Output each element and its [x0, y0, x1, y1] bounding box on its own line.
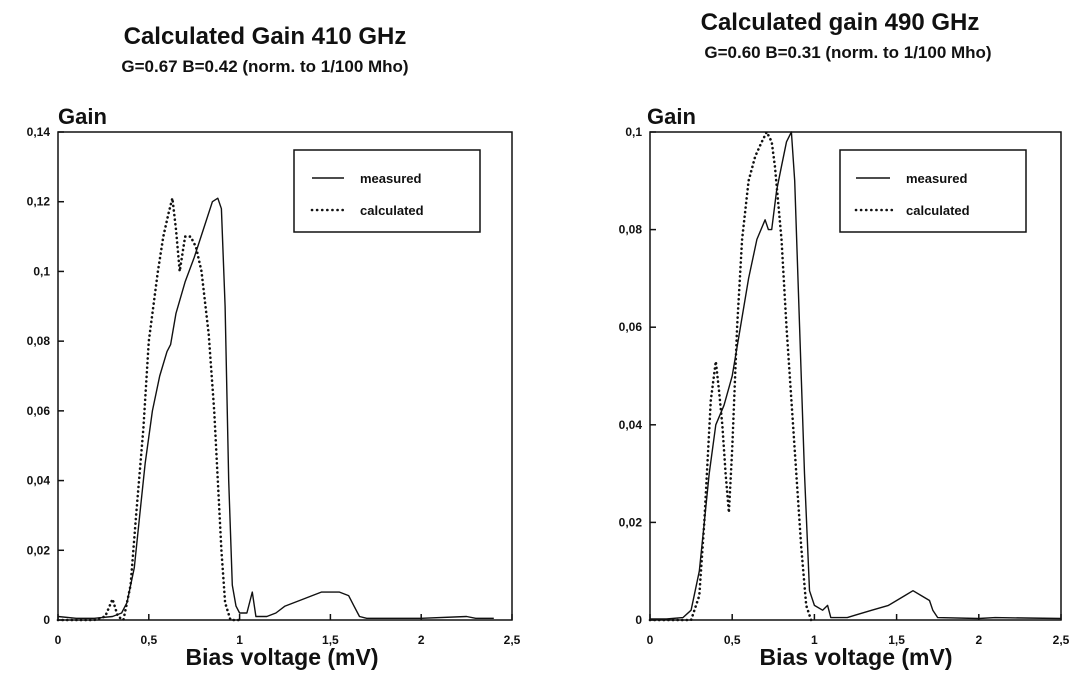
- x-tick-label: 0,5: [724, 633, 741, 647]
- legend: measured calculated: [293, 149, 481, 233]
- chart-subtitle: G=0.60 B=0.31 (norm. to 1/100 Mho): [704, 43, 991, 62]
- y-tick-label: 0: [43, 613, 50, 627]
- y-tick-label: 0,02: [619, 515, 643, 529]
- chart-subtitle: G=0.67 B=0.42 (norm. to 1/100 Mho): [121, 57, 408, 76]
- y-tick-label: 0,04: [619, 418, 643, 432]
- y-axis-label: Gain: [647, 104, 696, 129]
- legend-box: [293, 149, 481, 233]
- y-tick-label: 0,08: [27, 334, 51, 348]
- x-tick-label: 2,5: [504, 633, 521, 647]
- x-tick-label: 2: [418, 633, 425, 647]
- legend: measured calculated: [839, 149, 1027, 233]
- x-tick-label: 2,5: [1053, 633, 1070, 647]
- series-line-measured: [57, 197, 494, 619]
- series-layer: [56, 196, 494, 622]
- y-tick-label: 0,06: [619, 320, 643, 334]
- x-axis-label: Bias voltage (mV): [186, 644, 379, 670]
- x-tick-label: 1,5: [888, 633, 905, 647]
- chart-panel-490ghz: Calculated gain 490 GHz G=0.60 B=0.31 (n…: [619, 9, 1070, 670]
- y-tick-label: 0,08: [619, 223, 643, 237]
- plot-frame: [57, 131, 513, 621]
- x-tick-label: 2: [975, 633, 982, 647]
- x-axis-label: Bias voltage (mV): [760, 644, 953, 670]
- chart-panel-410ghz: Calculated Gain 410 GHz G=0.67 B=0.42 (n…: [27, 23, 521, 670]
- chart-title: Calculated Gain 410 GHz: [124, 23, 407, 50]
- legend-box: [839, 149, 1027, 233]
- y-axis-label: Gain: [58, 104, 107, 129]
- series-line-measured: [650, 131, 1062, 620]
- legend-label-measured: measured: [906, 171, 967, 186]
- y-tick-label: 0: [635, 613, 642, 627]
- series-line-calculated: [648, 130, 816, 622]
- plot-frame: [649, 131, 1062, 621]
- axis-ticks: 0 0,5 1 1,5 2 2,5 0 0,02 0,04 0,06 0,08 0,1: [619, 125, 1070, 647]
- x-tick-label: 1,5: [322, 633, 339, 647]
- legend-label-measured: measured: [360, 171, 421, 186]
- y-tick-label: 0,06: [27, 404, 51, 418]
- axis-ticks: 0 0,5 1 1,5 2 2,5 0 0,02 0,04 0,06 0,08 0,1 0,12 0,14: [27, 125, 521, 647]
- x-tick-label: 1: [236, 633, 243, 647]
- y-tick-label: 0,1: [625, 125, 642, 139]
- x-tick-label: 1: [811, 633, 818, 647]
- legend-label-calculated: calculated: [906, 203, 970, 218]
- x-tick-label: 0: [55, 633, 62, 647]
- x-tick-label: 0,5: [140, 633, 157, 647]
- y-tick-label: 0,12: [27, 195, 51, 209]
- y-tick-label: 0,02: [27, 543, 51, 557]
- y-tick-label: 0,14: [27, 125, 51, 139]
- y-tick-label: 0,04: [27, 474, 51, 488]
- x-tick-label: 0: [647, 633, 654, 647]
- chart-title: Calculated gain 490 GHz: [701, 9, 980, 36]
- series-line-calculated: [56, 196, 241, 622]
- series-layer: [648, 130, 1062, 622]
- legend-label-calculated: calculated: [360, 203, 424, 218]
- y-tick-label: 0,1: [33, 264, 50, 278]
